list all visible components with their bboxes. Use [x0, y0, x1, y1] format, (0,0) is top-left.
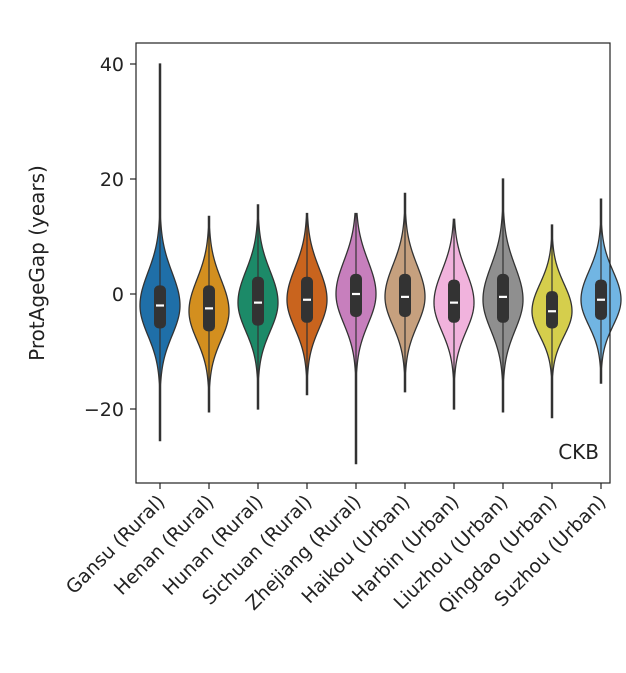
iqr-box-8: [497, 273, 509, 323]
iqr-box-3: [252, 276, 264, 326]
iqr-box-9: [546, 291, 558, 329]
iqr-box-7: [448, 279, 460, 323]
iqr-box-5: [350, 273, 362, 317]
y-axis-label: ProtAgeGap (years): [25, 165, 49, 361]
violin-layer: [139, 63, 622, 465]
iqr-box-1: [154, 285, 166, 329]
ckb-annotation: CKB: [558, 440, 599, 464]
y-axis: 40 20 0 −20: [84, 54, 136, 421]
x-axis: Gansu (Rural)Henan (Rural)Hunan (Rural)S…: [62, 483, 611, 618]
plot-frame: [135, 42, 611, 484]
iqr-box-6: [399, 273, 411, 317]
y-tick-label: 40: [100, 54, 124, 76]
y-tick-label: 0: [112, 284, 124, 306]
y-tick-label: −20: [84, 399, 124, 421]
y-tick-label: 20: [100, 169, 124, 191]
